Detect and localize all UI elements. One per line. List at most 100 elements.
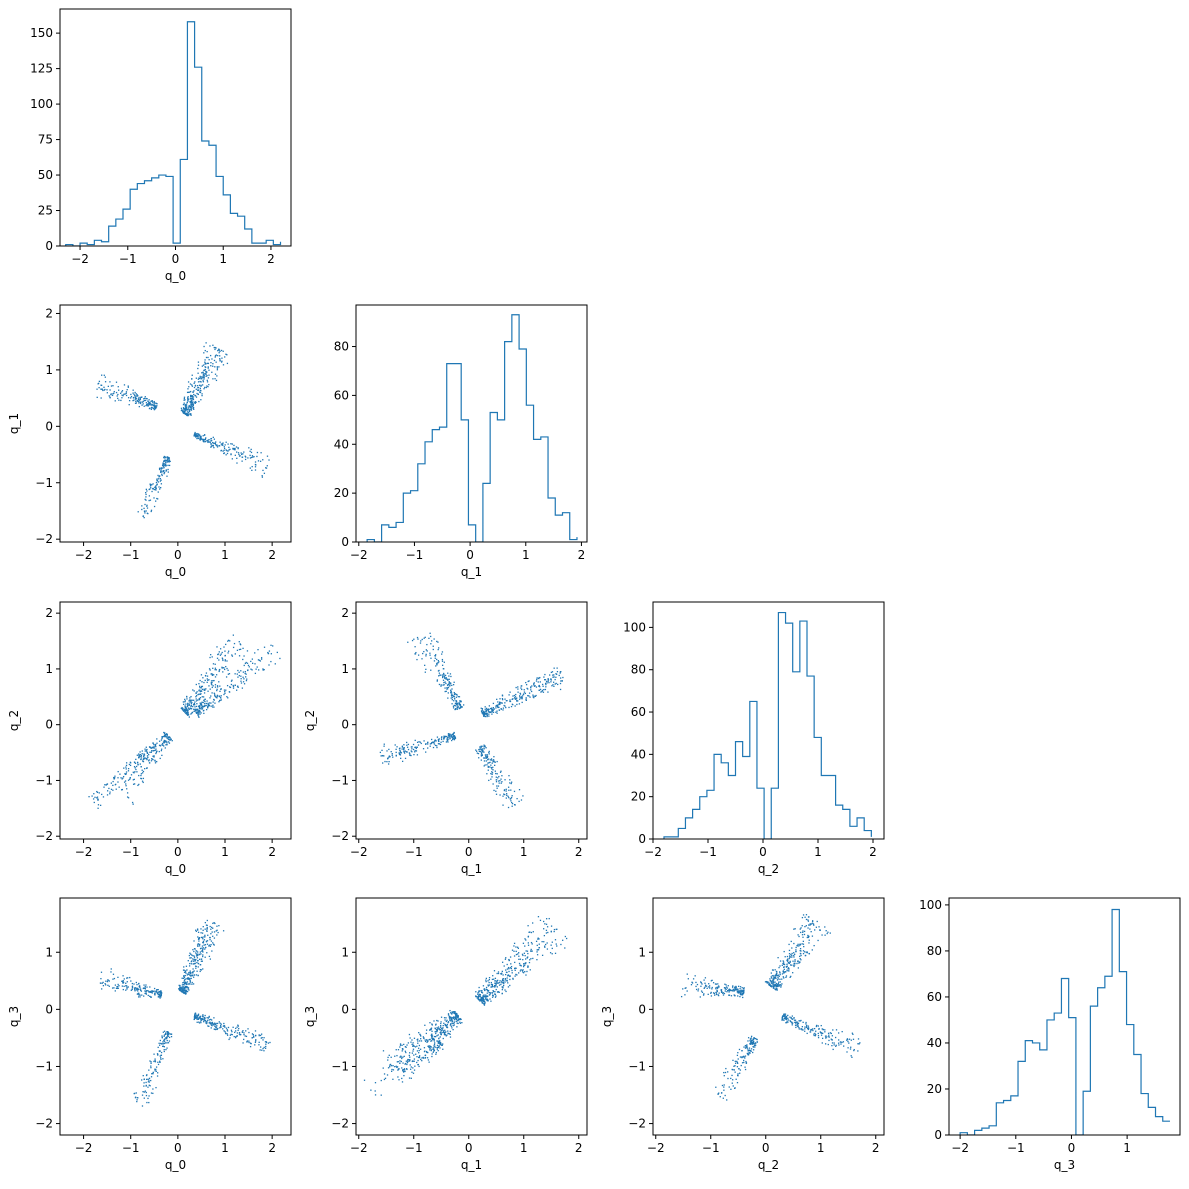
scatter-point <box>121 394 123 396</box>
scatter-point <box>546 942 548 944</box>
scatter-point <box>794 1021 796 1024</box>
scatter-point <box>201 393 203 395</box>
scatter-point <box>218 695 220 697</box>
scatter-point <box>210 702 212 704</box>
scatter-point <box>511 805 513 807</box>
scatter-point <box>398 753 400 755</box>
scatter-point <box>776 974 779 977</box>
scatter-point <box>219 685 221 687</box>
scatter-point <box>143 1078 145 1080</box>
scatter-point <box>145 488 147 490</box>
scatter-point <box>112 780 114 783</box>
scatter-point <box>774 977 776 979</box>
scatter-point <box>740 990 742 992</box>
scatter-point <box>221 657 224 659</box>
scatter-point <box>511 972 513 974</box>
scatter-point <box>197 364 200 366</box>
scatter-point <box>413 1060 415 1062</box>
scatter-point <box>200 1021 202 1024</box>
scatter-point <box>166 461 169 463</box>
scatter-point <box>134 988 136 991</box>
scatter-point <box>439 1026 442 1028</box>
scatter-point <box>248 1041 250 1044</box>
scatter-point <box>254 672 257 675</box>
scatter-point <box>200 958 203 960</box>
scatter-point <box>416 636 419 639</box>
scatter-point <box>114 984 117 986</box>
scatter-point <box>451 734 453 736</box>
scatter-point <box>705 985 707 987</box>
scatter-point <box>499 980 501 982</box>
scatter-point <box>480 752 483 755</box>
scatter-point <box>161 736 163 738</box>
scatter-point <box>483 746 485 748</box>
scatter-point <box>163 464 166 466</box>
scatter-point <box>383 1078 386 1081</box>
scatter-point <box>857 1038 860 1040</box>
scatter-point <box>183 980 185 982</box>
scatter-point <box>218 349 220 351</box>
scatter-point <box>100 971 103 973</box>
scatter-point <box>503 704 505 707</box>
scatter-point <box>199 438 202 440</box>
scatter-point <box>138 753 140 755</box>
scatter-point <box>491 984 494 987</box>
scatter-point <box>203 377 205 379</box>
scatter-point <box>163 1049 165 1051</box>
scatter-point <box>787 1017 789 1019</box>
scatter-point <box>834 1036 837 1039</box>
scatter-point <box>156 478 158 480</box>
scatter-point <box>167 471 169 473</box>
scatter-point <box>163 465 165 467</box>
scatter-point <box>144 503 146 506</box>
scatter-point <box>121 778 123 780</box>
scatter-point <box>414 1046 417 1048</box>
scatter-point <box>800 950 802 952</box>
scatter-point <box>154 759 156 761</box>
scatter-point <box>204 386 206 389</box>
scatter-point <box>435 665 437 667</box>
scatter-point <box>237 1029 239 1032</box>
scatter-point <box>449 737 451 739</box>
scatter-point <box>238 655 241 657</box>
scatter-point <box>774 984 776 986</box>
scatter-point <box>139 751 141 753</box>
scatter-point <box>485 757 487 759</box>
x-tick-label: −1 <box>405 1141 423 1155</box>
scatter-point <box>553 930 555 933</box>
scatter-point <box>491 978 494 981</box>
scatter-point <box>147 990 149 992</box>
scatter-point <box>204 439 207 441</box>
scatter-point <box>194 704 196 706</box>
scatter-point <box>406 1061 409 1064</box>
scatter-point <box>189 701 191 703</box>
scatter-point <box>106 783 109 785</box>
scatter-q1-vs-q0-axes-frame <box>59 304 292 543</box>
scatter-point <box>449 1009 451 1012</box>
scatter-point <box>163 1034 166 1036</box>
scatter-point <box>166 737 168 739</box>
scatter-point <box>772 985 774 987</box>
scatter-point <box>224 690 226 693</box>
scatter-point <box>191 971 194 974</box>
scatter-point <box>211 673 214 675</box>
scatter-point <box>115 391 118 394</box>
scatter-point <box>437 648 439 651</box>
scatter-point <box>487 984 489 986</box>
scatter-point <box>183 976 186 978</box>
scatter-point <box>193 382 195 384</box>
scatter-point <box>207 702 209 704</box>
scatter-point <box>459 1022 462 1024</box>
scatter-point <box>554 678 556 681</box>
scatter-point <box>702 994 705 996</box>
x-tick-label: −2 <box>644 845 662 859</box>
scatter-point <box>194 401 196 404</box>
scatter-point <box>544 946 546 948</box>
scatter-point <box>449 736 451 738</box>
scatter-point <box>209 925 211 928</box>
scatter-point <box>708 983 710 985</box>
scatter-point <box>201 945 204 947</box>
scatter-point <box>104 376 106 378</box>
x-tick-label: 1 <box>520 845 528 859</box>
scatter-point <box>205 702 207 705</box>
